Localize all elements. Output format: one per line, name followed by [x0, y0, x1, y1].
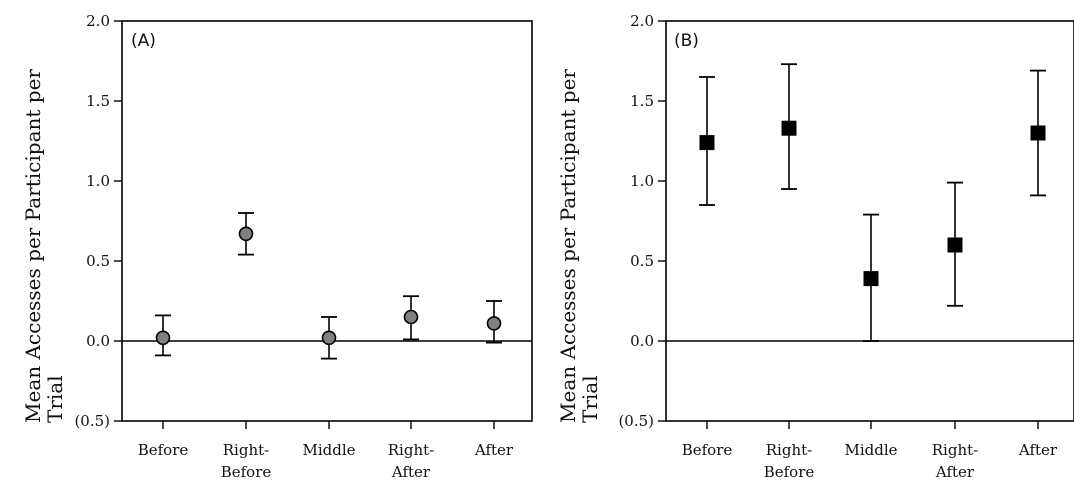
y-axis-label-line: Mean Accesses per Participant per — [556, 69, 580, 423]
x-tick-label-line: Middle — [844, 441, 897, 459]
y-tick-label: 0.5 — [86, 252, 110, 270]
x-tick-label-line: Right- — [932, 441, 978, 459]
y-tick-label: 2.0 — [86, 12, 110, 30]
x-tick-label-line: Before — [138, 441, 189, 459]
data-point — [486, 316, 502, 331]
x-tick-label: Middle — [844, 441, 897, 459]
y-tick-label: 1.5 — [630, 92, 654, 110]
x-tick-label-line: Before — [682, 441, 733, 459]
data-point — [947, 237, 963, 253]
data-point — [699, 135, 715, 151]
panel-b: (0.5) 0.0 0.5 1.0 1.5 2.0 Mean Accesses per Pa… — [556, 12, 1074, 481]
plot-frame — [121, 20, 533, 422]
x-tick-label-line: After — [935, 463, 975, 481]
data-point — [155, 330, 171, 346]
y-tick-label: 0.0 — [630, 332, 654, 350]
x-tick-label: Before — [682, 441, 733, 459]
x-tick-label-line: Right- — [766, 441, 812, 459]
plot-frame — [665, 20, 1074, 422]
data-point — [1030, 125, 1046, 141]
panel-label: (A) — [131, 31, 156, 51]
y-axis-label-line: Mean Accesses per Participant per — [21, 69, 45, 423]
x-tick-label-line: After — [1018, 441, 1058, 459]
y-axis-label-line: Trial — [578, 375, 602, 423]
y-axis-label-line: Trial — [43, 375, 67, 423]
y-tick-label: (0.5) — [618, 412, 654, 430]
y-tick-label: (0.5) — [74, 412, 110, 430]
data-point — [403, 309, 419, 325]
y-tick-label: 0.5 — [630, 252, 654, 270]
x-tick-label: After — [474, 441, 514, 459]
x-tick-label-line: Before — [221, 463, 272, 481]
y-axis-label: Mean Accesses per Participant perTrial — [21, 69, 67, 423]
data-point — [863, 271, 879, 287]
x-tick-label-line: Right- — [223, 441, 269, 459]
x-tick-label-line: Middle — [302, 441, 355, 459]
x-tick-label: Before — [138, 441, 189, 459]
y-tick-label: 2.0 — [630, 12, 654, 30]
y-tick-label: 1.5 — [86, 92, 110, 110]
x-tick-label-line: Before — [764, 463, 815, 481]
x-tick-label: Middle — [302, 441, 355, 459]
x-tick-label: After — [1018, 441, 1058, 459]
x-tick-label: Right- After — [932, 441, 978, 481]
data-point — [321, 330, 337, 346]
x-tick-label: Right- Before — [221, 441, 272, 481]
x-tick-label-line: After — [391, 463, 431, 481]
y-tick-label: 0.0 — [86, 332, 110, 350]
panel-a: (0.5) 0.0 0.5 1.0 1.5 2.0 Mean Accesses per Pa… — [21, 12, 533, 481]
x-tick-label: Right- After — [388, 441, 434, 481]
data-point — [238, 226, 254, 242]
y-axis-label: Mean Accesses per Participant perTrial — [556, 69, 602, 423]
data-point — [781, 120, 797, 136]
y-tick-label: 1.0 — [630, 172, 654, 190]
panel-label: (B) — [674, 31, 699, 51]
x-tick-label-line: After — [474, 441, 514, 459]
y-tick-label: 1.0 — [86, 172, 110, 190]
x-tick-label: Right- Before — [764, 441, 815, 481]
x-tick-label-line: Right- — [388, 441, 434, 459]
